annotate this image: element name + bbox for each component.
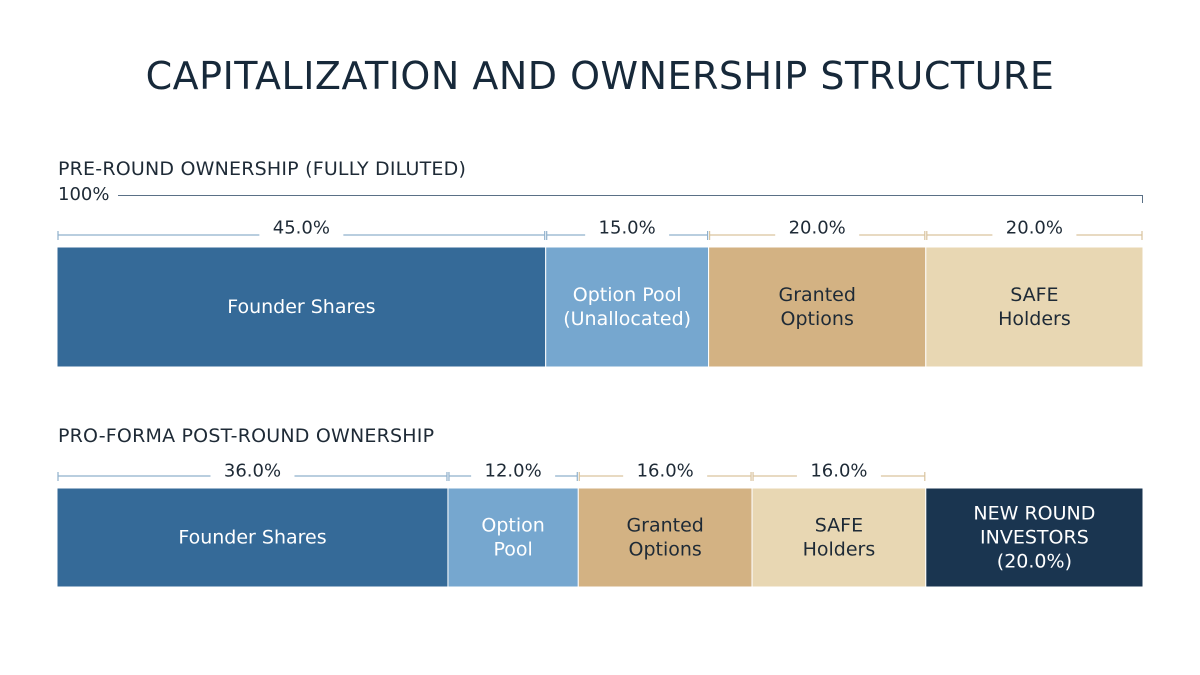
post-round-segment-label: NEW ROUND: [973, 503, 1095, 525]
post-round-segment-label: Granted: [626, 515, 703, 537]
pre-round-value-label: 45.0%: [273, 218, 330, 239]
post-round-segment-label: SAFE: [815, 515, 863, 537]
post-round-segment-label: INVESTORS: [980, 527, 1089, 549]
pre-round-bar-segment: [56, 246, 547, 368]
post-round-bar-segment: [925, 487, 1144, 588]
pre-round-segment-label: Granted: [778, 284, 855, 306]
pre-round-value-label: 20.0%: [1006, 218, 1063, 239]
pre-round-bar-segment: [708, 246, 927, 368]
page-title: CAPITALIZATION AND OWNERSHIP STRUCTURE: [145, 54, 1055, 98]
post-round-bar-segment: [447, 487, 579, 588]
post-round-value-label: 16.0%: [810, 461, 867, 482]
post-round-segment-label: (20.0%): [997, 551, 1072, 573]
pre-round-segment-label: Option Pool: [573, 284, 682, 306]
pre-round-segment-label: SAFE: [1010, 284, 1058, 306]
pre-round-bar-segment: [925, 246, 1144, 368]
pre-round-segment-label: Options: [781, 308, 854, 330]
post-round-segment-label: Pool: [493, 539, 532, 561]
post-round-segment-label: Options: [629, 539, 702, 561]
pre-round-segment-label: Holders: [998, 308, 1071, 330]
post-round-bar-segment: [577, 487, 753, 588]
pre-round-value-label: 20.0%: [789, 218, 846, 239]
post-round-chart-title: PRO-FORMA POST-ROUND OWNERSHIP: [58, 425, 435, 447]
pre-round-bar-segment: [545, 246, 710, 368]
pre-round-total-label: 100%: [58, 184, 110, 205]
pre-round-segment-label: (Unallocated): [563, 308, 691, 330]
post-round-segment-label: Option: [481, 515, 544, 537]
pre-round-value-label: 15.0%: [599, 218, 656, 239]
post-round-bar-segment: [751, 487, 927, 588]
post-round-value-label: 12.0%: [485, 461, 542, 482]
pre-round-total-tick: [1142, 195, 1143, 203]
post-round-value-label: 16.0%: [637, 461, 694, 482]
pre-round-total-line: [118, 195, 1143, 196]
post-round-value-label: 36.0%: [224, 461, 281, 482]
post-round-bar-segment: [56, 487, 449, 588]
post-round-segment-label: Founder Shares: [178, 527, 326, 549]
pre-round-chart-title: PRE-ROUND OWNERSHIP (FULLY DILUTED): [58, 158, 467, 180]
pre-round-segment-label: Founder Shares: [227, 296, 375, 318]
post-round-segment-label: Holders: [803, 539, 876, 561]
